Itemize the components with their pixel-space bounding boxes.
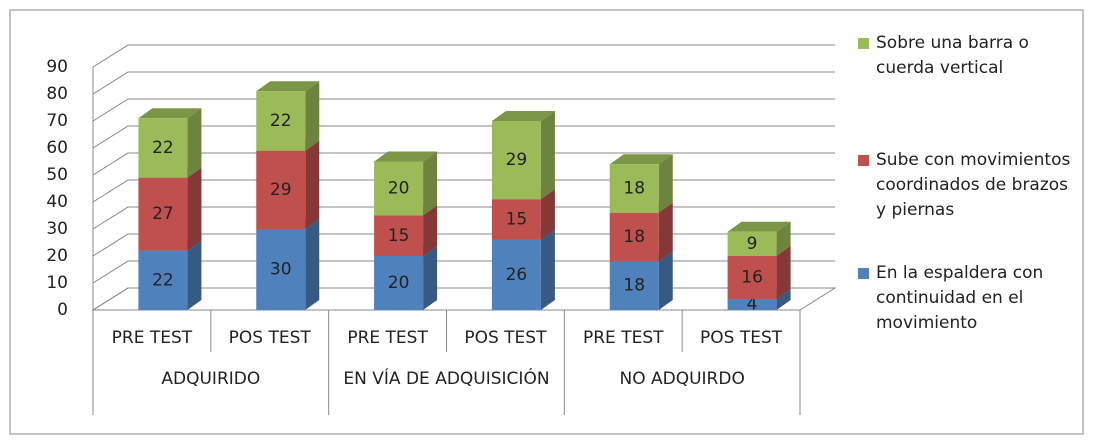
bar: [727, 299, 777, 310]
group-label: ADQUIRIDO: [161, 369, 261, 389]
x-tick-label: POS TEST: [229, 328, 312, 348]
data-label: 16: [741, 268, 763, 288]
bar: [491, 121, 541, 200]
y-tick-label: 60: [46, 138, 68, 158]
bar: [138, 177, 188, 251]
y-tick-label: 80: [46, 84, 68, 104]
bar-side: [776, 246, 791, 300]
bar: [727, 256, 777, 300]
data-label: 30: [270, 260, 292, 280]
data-label: 18: [623, 179, 645, 199]
y-tick-label: 50: [46, 165, 68, 185]
bar-side: [540, 111, 555, 200]
bar-side: [776, 221, 791, 256]
data-label: 15: [506, 210, 528, 230]
legend-swatch: [858, 268, 869, 279]
grid-line: [92, 287, 835, 311]
data-label: 4: [747, 295, 758, 315]
bar-side: [187, 240, 202, 310]
grid-line: [92, 98, 835, 122]
bar-side: [658, 202, 673, 262]
grid-line: [92, 44, 835, 68]
data-label: 22: [152, 138, 174, 158]
bar-top: [256, 81, 320, 92]
data-label: 26: [506, 265, 528, 285]
x-tick-label: PRE TEST: [583, 328, 664, 348]
legend-swatch: [858, 38, 869, 49]
data-label: 9: [747, 234, 758, 254]
data-label: 18: [623, 227, 645, 247]
data-label: 22: [270, 111, 292, 131]
x-tick-label: POS TEST: [700, 328, 783, 348]
grid-line: [92, 125, 835, 149]
y-tick-label: 10: [46, 273, 68, 293]
bar-side: [423, 151, 438, 216]
y-tick-label: 90: [46, 57, 68, 77]
legend-label: En la espaldera con continuidad en el mo…: [876, 263, 1044, 333]
bar: [374, 215, 424, 256]
floor: [91, 287, 837, 311]
bar: [256, 229, 306, 310]
legend-swatch: [858, 155, 869, 166]
bar-side: [305, 81, 320, 151]
bar: [609, 212, 659, 262]
grid-line: [92, 71, 835, 95]
bar: [256, 91, 306, 151]
bar-side: [423, 205, 438, 256]
bar-side: [776, 289, 791, 310]
y-tick-label: 70: [46, 111, 68, 131]
bar: [491, 239, 541, 310]
grid-line: [92, 179, 835, 203]
bar-top: [491, 111, 555, 121]
bar-side: [658, 154, 673, 213]
group-label: EN VÍA DE ADQUISICIÓN: [343, 369, 550, 389]
x-tick-label: PRE TEST: [347, 328, 428, 348]
bar: [374, 161, 424, 216]
bar: [256, 150, 306, 229]
bar: [374, 256, 424, 310]
legend-label: Sobre una barra o cuerda vertical: [876, 33, 1029, 78]
y-tick-label: 40: [46, 192, 68, 212]
data-label: 20: [388, 179, 410, 199]
bar-side: [423, 246, 438, 310]
bar: [609, 164, 659, 213]
grid-line: [92, 260, 835, 284]
legend-label: Sube con movimientos coordinados de braz…: [876, 150, 1071, 220]
bar-top: [374, 151, 438, 162]
group-label: NO ADQUIRDO: [619, 369, 745, 389]
data-label: 22: [152, 270, 174, 290]
bar: [138, 118, 188, 178]
grid-line: [92, 152, 835, 176]
data-label: 15: [388, 226, 410, 246]
bar-top: [138, 108, 202, 119]
x-tick-label: POS TEST: [464, 328, 547, 348]
x-tick-label: PRE TEST: [112, 328, 193, 348]
grid-line: [92, 206, 835, 230]
bar-side: [187, 108, 202, 178]
data-label: 20: [388, 273, 410, 293]
y-tick-label: 30: [46, 219, 68, 239]
data-label: 29: [506, 150, 528, 170]
y-tick-label: 0: [57, 300, 68, 320]
bar: [491, 199, 541, 240]
bar-side: [540, 189, 555, 240]
bar-side: [305, 140, 320, 229]
bar: [609, 261, 659, 310]
bar-top: [609, 154, 673, 165]
data-label: 29: [270, 180, 292, 200]
bar-side: [540, 229, 555, 310]
grid-line: [92, 233, 835, 257]
bar-side: [658, 251, 673, 310]
bar-side: [187, 167, 202, 251]
chart-border: [9, 9, 1084, 435]
y-tick-label: 20: [46, 246, 68, 266]
bar-side: [305, 219, 320, 310]
bar: [138, 250, 188, 310]
data-label: 27: [152, 204, 174, 224]
bar: [727, 231, 777, 256]
bar-top: [727, 221, 791, 232]
data-label: 18: [623, 276, 645, 296]
